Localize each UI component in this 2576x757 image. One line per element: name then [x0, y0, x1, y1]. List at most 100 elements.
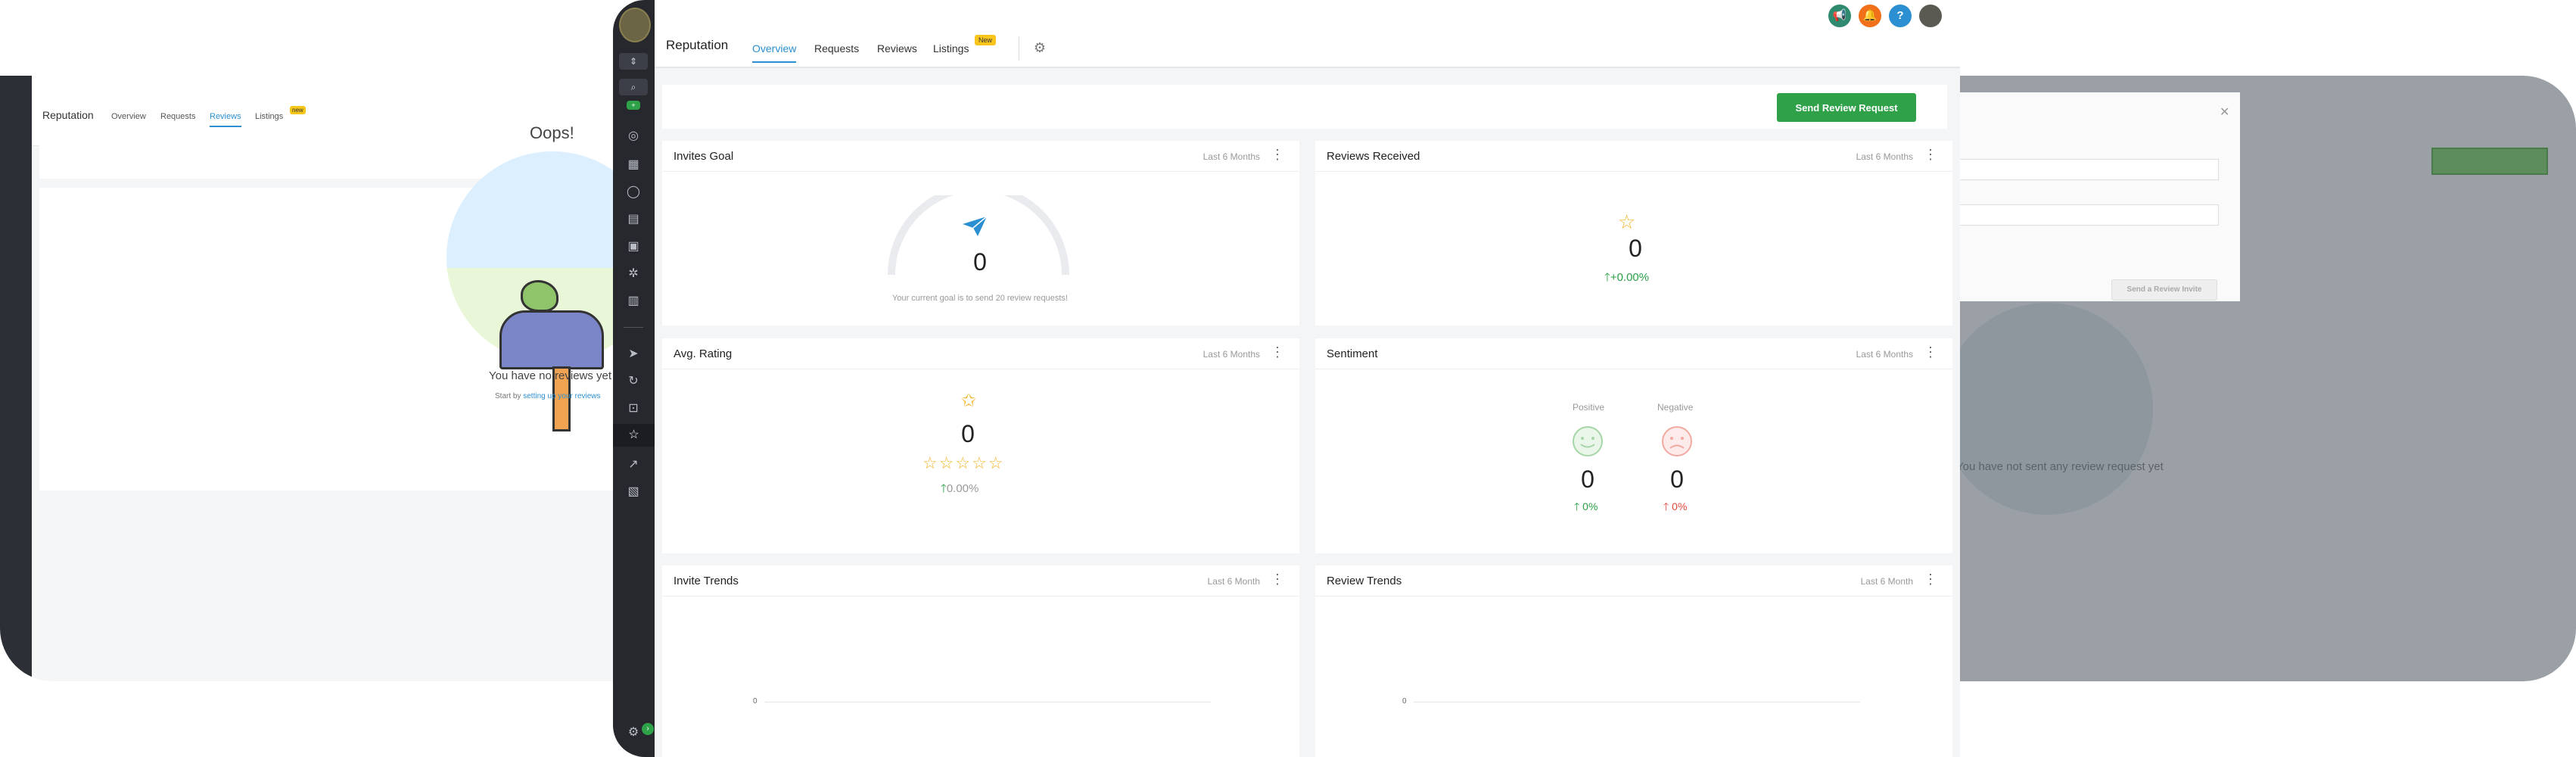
- sites-icon[interactable]: ⊡: [628, 402, 639, 415]
- reputation-settings-icon[interactable]: ⚙: [1033, 40, 1047, 55]
- card-period[interactable]: Last 6 Month: [1860, 576, 1913, 587]
- reputation-icon[interactable]: ☆: [613, 424, 655, 447]
- empty-subtitle: Start by setting up your reviews: [495, 392, 601, 400]
- positive-face-icon: [1573, 426, 1603, 456]
- positive-value: 0: [1581, 466, 1594, 493]
- main-header: [655, 0, 1960, 68]
- modal-field-2[interactable]: [1956, 204, 2219, 226]
- tab-reviews[interactable]: Reviews: [877, 42, 917, 55]
- company-logo[interactable]: [619, 8, 651, 42]
- paper-plane-icon: [963, 216, 988, 236]
- more-options-icon[interactable]: ⋮: [1271, 147, 1284, 162]
- right-screenshot: Send a Review Invite ✕ You have not sent…: [1956, 76, 2576, 681]
- negative-face-icon: [1662, 426, 1692, 456]
- add-icon[interactable]: +: [627, 101, 640, 110]
- rating-stars: ☆☆☆☆☆: [922, 453, 1005, 472]
- left-tab-overview[interactable]: Overview: [111, 112, 146, 121]
- card-header: [662, 141, 1299, 172]
- positive-change: 🡑 0%: [1574, 500, 1598, 512]
- card-period[interactable]: Last 6 Month: [1207, 576, 1260, 587]
- invites-goal-card: Invites Goal Last 6 Months ⋮ 0 Your curr…: [662, 141, 1299, 326]
- main-sidebar: ⇕ ⌕ + ◎ ▦ ◯ ▤ ▣ ✲ ▥ ➤ ↻ ⊡ ☆ ↗ ▧ ⚙ ›: [613, 0, 655, 757]
- opportunities-icon[interactable]: ✲: [628, 267, 639, 280]
- tab-listings[interactable]: Listings: [933, 42, 969, 55]
- card-period[interactable]: Last 6 Months: [1856, 349, 1913, 360]
- app-marketplace-icon[interactable]: ▧: [627, 485, 639, 498]
- oops-heading: Oops!: [530, 123, 574, 142]
- more-options-icon[interactable]: ⋮: [1271, 572, 1284, 587]
- bird-illustration: [521, 280, 558, 312]
- card-header: [1315, 565, 1952, 597]
- card-title: Invite Trends: [674, 575, 739, 587]
- expand-sidebar-icon[interactable]: ›: [642, 723, 654, 735]
- card-period[interactable]: Last 6 Months: [1856, 151, 1913, 162]
- left-tab-listings[interactable]: Listings: [255, 112, 284, 121]
- card-title: Avg. Rating: [674, 347, 733, 360]
- change-value: 0%: [1672, 500, 1688, 512]
- avg-rating-change: 🡑0.00%: [941, 482, 979, 495]
- reviews-received-value: 0: [1629, 235, 1642, 262]
- help-icon[interactable]: ?: [1889, 5, 1912, 27]
- close-icon[interactable]: ✕: [2220, 106, 2230, 119]
- negative-label: Negative: [1657, 402, 1694, 413]
- more-options-icon[interactable]: ⋮: [1271, 344, 1284, 360]
- card-title: Sentiment: [1327, 347, 1378, 360]
- card-title: Reviews Received: [1327, 150, 1420, 163]
- megaphone-icon[interactable]: 📢: [1828, 5, 1851, 27]
- setup-reviews-link[interactable]: setting up your reviews: [523, 392, 601, 400]
- more-options-icon[interactable]: ⋮: [1924, 572, 1937, 587]
- left-tab-requests[interactable]: Requests: [160, 112, 196, 121]
- payments-icon[interactable]: ▥: [627, 294, 639, 307]
- dashboard-icon[interactable]: ▦: [627, 158, 639, 171]
- right-send-button-ghost[interactable]: [2431, 148, 2548, 175]
- positive-label: Positive: [1573, 402, 1605, 413]
- card-period[interactable]: Last 6 Months: [1202, 349, 1260, 360]
- reporting-icon[interactable]: ↗: [628, 458, 639, 471]
- change-value: 0.00%: [946, 482, 979, 495]
- right-illustration-circle: [1956, 303, 2153, 515]
- settings-icon[interactable]: ⚙: [627, 726, 639, 739]
- empty-title: You have no reviews yet: [489, 369, 612, 382]
- card-header: [1315, 338, 1952, 369]
- rating-star-icon: ✩: [961, 391, 977, 411]
- negative-value: 0: [1670, 466, 1684, 493]
- left-title: Reputation: [42, 109, 94, 121]
- tab-overview[interactable]: Overview: [752, 42, 797, 63]
- more-options-icon[interactable]: ⋮: [1924, 344, 1937, 360]
- card-title: Review Trends: [1327, 575, 1402, 587]
- y-axis-zero-label: 0: [1402, 697, 1407, 706]
- send-review-invite-button[interactable]: Send a Review Invite: [2111, 279, 2217, 301]
- left-new-badge: new: [290, 106, 306, 114]
- left-tab-reviews[interactable]: Reviews: [210, 112, 241, 127]
- action-strip: [662, 85, 1947, 129]
- launchpad-icon[interactable]: ◎: [628, 129, 639, 142]
- card-header: [1315, 141, 1952, 172]
- automation-icon[interactable]: ↻: [628, 375, 639, 388]
- card-period[interactable]: Last 6 Months: [1202, 151, 1260, 162]
- calendar-icon[interactable]: ▤: [627, 213, 639, 226]
- sidebar-divider: [624, 327, 643, 328]
- reviews-received-change: 🡑+0.00%: [1604, 271, 1650, 284]
- goal-gauge: [888, 195, 1069, 276]
- bell-icon[interactable]: 🔔: [1859, 5, 1881, 27]
- review-trends-card: Review Trends Last 6 Month ⋮ 0: [1315, 565, 1952, 757]
- reviews-received-card: Reviews Received Last 6 Months ⋮ ☆ 0 🡑+0…: [1315, 141, 1952, 326]
- contacts-icon[interactable]: ▣: [627, 240, 639, 253]
- tab-requests[interactable]: Requests: [814, 42, 860, 55]
- sentiment-card: Sentiment Last 6 Months ⋮ Positive 0 🡑 0…: [1315, 338, 1952, 553]
- mailbox-illustration: [499, 310, 604, 369]
- right-empty-title: You have not sent any review request yet: [1956, 460, 2164, 473]
- search-icon[interactable]: ⌕: [619, 79, 648, 95]
- modal-field-1[interactable]: [1956, 159, 2219, 180]
- change-value: +0.00%: [1610, 271, 1650, 284]
- page-title: Reputation: [666, 38, 729, 52]
- card-header: [662, 338, 1299, 369]
- more-options-icon[interactable]: ⋮: [1924, 147, 1937, 162]
- main-screenshot: ⇕ ⌕ + ◎ ▦ ◯ ▤ ▣ ✲ ▥ ➤ ↻ ⊡ ☆ ↗ ▧ ⚙ › Repu…: [613, 0, 1960, 757]
- marketing-icon[interactable]: ➤: [628, 347, 639, 360]
- avatar[interactable]: [1919, 5, 1942, 27]
- location-switcher[interactable]: ⇕: [619, 53, 648, 70]
- conversations-icon[interactable]: ◯: [627, 185, 640, 198]
- send-review-request-button[interactable]: Send Review Request: [1777, 93, 1916, 122]
- card-title: Invites Goal: [674, 150, 734, 163]
